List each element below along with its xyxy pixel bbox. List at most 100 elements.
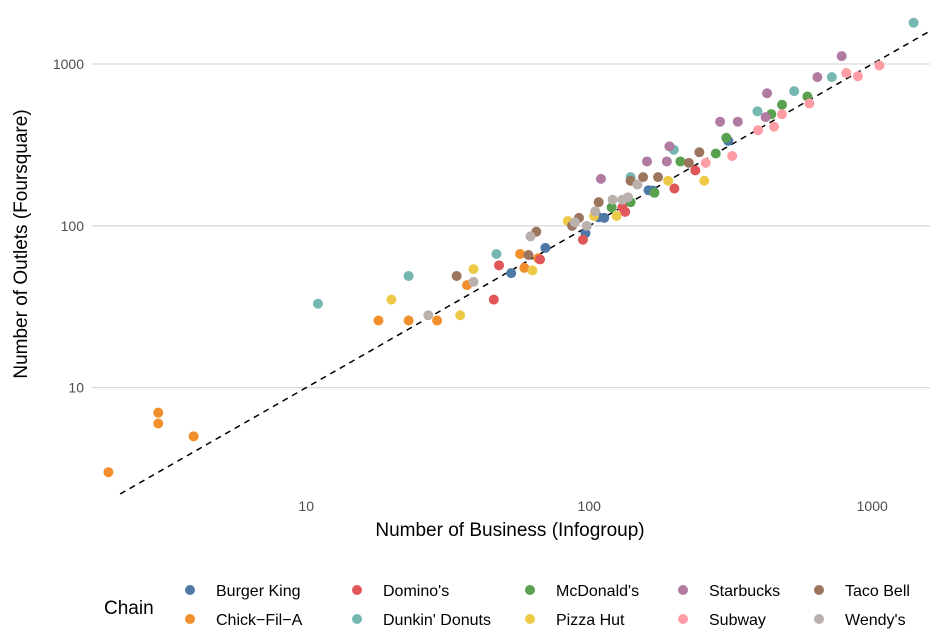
point-pizza-hut (611, 211, 622, 222)
point-domino-s (535, 254, 546, 265)
point-domino-s (494, 260, 505, 271)
y-tick-label: 10 (68, 380, 84, 396)
legend-item-burger-king: Burger King (185, 583, 301, 600)
gridlines (92, 63, 930, 389)
x-axis-ticks: 10 100 1000 (298, 498, 888, 514)
point-dunkin-donuts (826, 72, 837, 83)
point-dunkin-donuts (752, 106, 763, 117)
y-tick-label: 100 (61, 218, 85, 234)
point-subway (700, 157, 711, 168)
legend-label: Dunkin' Donuts (383, 612, 491, 629)
legend-key (678, 614, 688, 624)
point-taco-bell (593, 197, 604, 208)
x-tick-label: 1000 (857, 498, 888, 514)
point-starbucks (664, 141, 675, 152)
y-axis-ticks: 10 100 1000 (53, 56, 84, 396)
legend-key (814, 585, 824, 595)
legend-item-wendy-s: Wendy's (814, 612, 906, 629)
legend-item-chick-fil-a: Chick−Fil−A (185, 612, 303, 629)
y-tick-label: 1000 (53, 56, 84, 72)
point-starbucks (732, 116, 743, 127)
reference-line (119, 30, 930, 495)
point-chick-fil-a (153, 418, 164, 429)
point-wendy-s (607, 194, 618, 205)
x-axis-title: Number of Business (Infogroup) (375, 520, 644, 541)
point-starbucks (715, 116, 726, 127)
point-starbucks (595, 173, 606, 184)
point-taco-bell (694, 147, 705, 158)
point-taco-bell (653, 172, 664, 183)
y-axis-title: Number of Outlets (Foursquare) (11, 109, 32, 378)
legend: Burger King Chick−Fil−A Domino's Dunkin' Do… (185, 583, 910, 629)
point-subway (852, 71, 863, 82)
legend-label: McDonald's (556, 583, 639, 600)
point-taco-bell (683, 157, 694, 168)
legend-item-pizza-hut: Pizza Hut (525, 612, 625, 629)
point-wendy-s (622, 192, 633, 203)
legend-key (525, 614, 535, 624)
legend-key (185, 614, 195, 624)
legend-label: Starbucks (709, 583, 780, 600)
point-dunkin-donuts (403, 270, 414, 281)
point-burger-king (506, 268, 517, 279)
legend-label: Burger King (216, 583, 301, 600)
legend-item-starbucks: Starbucks (678, 583, 780, 600)
point-taco-bell (451, 270, 462, 281)
point-dunkin-donuts (789, 86, 800, 97)
point-wendy-s (632, 179, 643, 190)
point-chick-fil-a (403, 315, 414, 326)
point-chick-fil-a (432, 315, 443, 326)
point-dunkin-donuts (908, 17, 919, 28)
point-subway (769, 121, 780, 132)
point-chick-fil-a (153, 407, 164, 418)
legend-key (814, 614, 824, 624)
point-dunkin-donuts (312, 298, 323, 309)
legend-item-mcdonald-s: McDonald's (525, 583, 639, 600)
point-mcdonald-s (721, 132, 732, 143)
point-chick-fil-a (519, 262, 530, 273)
legend-label: Wendy's (845, 612, 906, 629)
data-points (103, 17, 919, 478)
point-domino-s (690, 165, 701, 176)
legend-label: Domino's (383, 583, 449, 600)
point-wendy-s (590, 206, 601, 217)
legend-item-domino-s: Domino's (352, 583, 449, 600)
point-burger-king (599, 212, 610, 223)
point-taco-bell (523, 250, 534, 261)
point-starbucks (836, 51, 847, 62)
point-starbucks (641, 156, 652, 167)
point-subway (804, 98, 815, 109)
point-burger-king (540, 242, 551, 253)
legend-label: Taco Bell (845, 583, 910, 600)
legend-key (525, 585, 535, 595)
point-wendy-s (569, 217, 580, 228)
legend-label: Subway (709, 612, 766, 629)
point-starbucks (812, 72, 823, 83)
point-domino-s (577, 234, 588, 245)
point-pizza-hut (468, 264, 479, 275)
legend-key (678, 585, 688, 595)
point-starbucks (661, 156, 672, 167)
point-pizza-hut (699, 175, 710, 186)
point-chick-fil-a (515, 248, 526, 259)
legend-item-dunkin-donuts: Dunkin' Donuts (352, 612, 491, 629)
point-mcdonald-s (675, 156, 686, 167)
point-domino-s (669, 183, 680, 194)
point-pizza-hut (663, 175, 674, 186)
point-pizza-hut (527, 265, 538, 276)
point-subway (777, 109, 788, 120)
point-domino-s (488, 294, 499, 305)
point-subway (753, 125, 764, 136)
point-subway (841, 68, 852, 79)
point-starbucks (762, 88, 773, 99)
point-mcdonald-s (710, 148, 721, 159)
point-mcdonald-s (777, 99, 788, 110)
x-tick-label: 100 (578, 498, 602, 514)
point-taco-bell (638, 172, 649, 183)
legend-item-taco-bell: Taco Bell (814, 583, 910, 600)
point-wendy-s (581, 220, 592, 231)
point-wendy-s (468, 276, 479, 287)
point-wendy-s (423, 310, 434, 321)
legend-key (352, 585, 362, 595)
